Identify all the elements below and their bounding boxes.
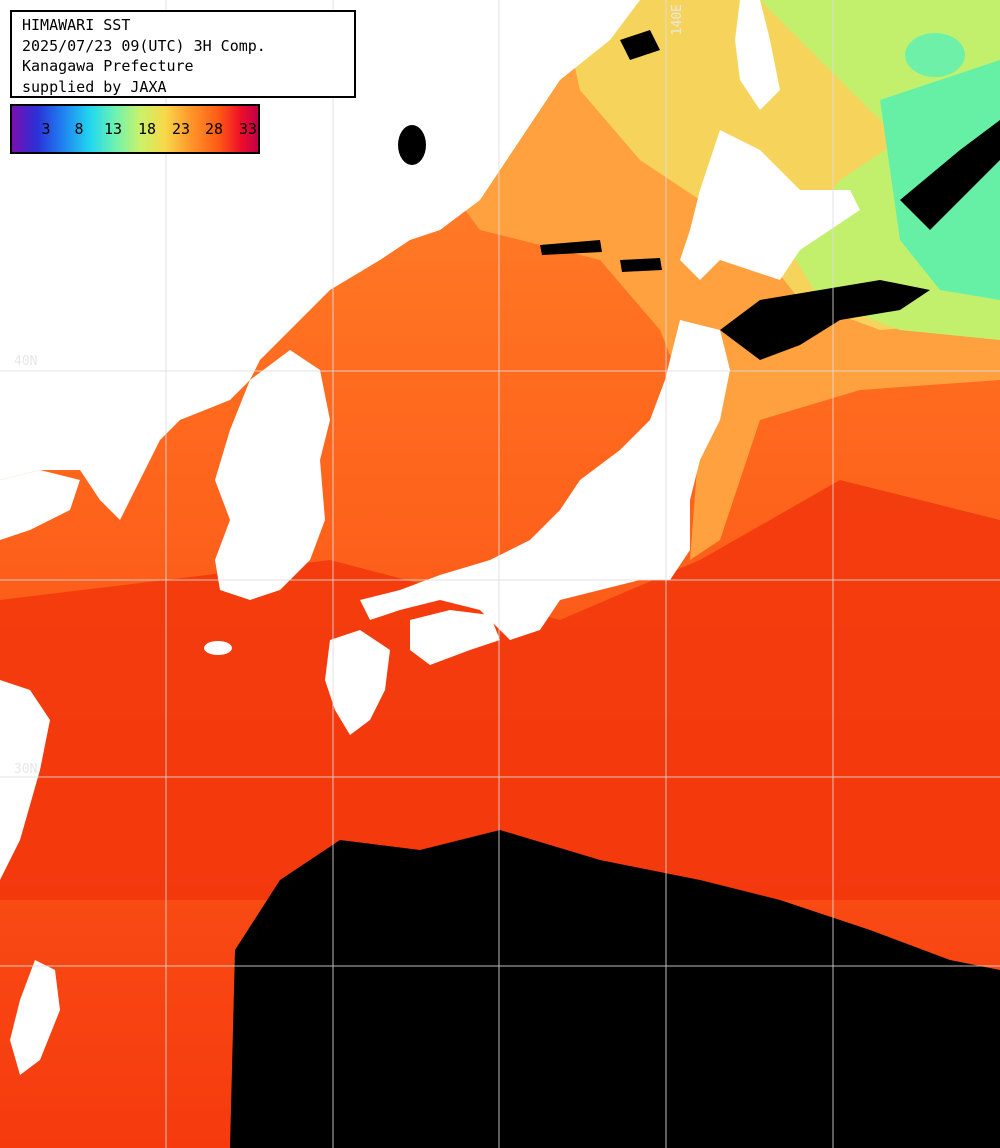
land-sakhalin bbox=[735, 0, 780, 110]
cloud-small-3 bbox=[620, 30, 660, 60]
cloud-small-2 bbox=[540, 240, 602, 255]
land-china-south bbox=[0, 680, 50, 880]
title-product: HIMAWARI SST bbox=[22, 16, 131, 34]
land-shikoku bbox=[410, 610, 500, 665]
land-taiwan bbox=[10, 960, 60, 1075]
colorbar-tick: 33 bbox=[238, 120, 258, 138]
longitude-label-140e: 140E bbox=[670, 4, 685, 36]
cloud-small-1 bbox=[620, 258, 662, 272]
cloud-northeast bbox=[720, 280, 930, 360]
colorbar-tick: 3 bbox=[41, 120, 51, 138]
cloud-north bbox=[900, 120, 1000, 230]
temperature-colorbar: 3 8 13 18 23 28 33 bbox=[10, 104, 260, 154]
title-credit: supplied by JAXA bbox=[22, 77, 167, 96]
map-title-box: HIMAWARI SST 2025/07/23 09(UTC) 3H Comp.… bbox=[10, 10, 356, 98]
colorbar-tick: 28 bbox=[204, 120, 224, 138]
land-jeju bbox=[204, 641, 232, 655]
land-island-black bbox=[398, 125, 426, 165]
title-datetime: 2025/07/23 09(UTC) 3H Comp. bbox=[22, 36, 266, 55]
land-korea bbox=[215, 350, 330, 600]
cloud-south bbox=[230, 830, 1000, 1148]
land-china-coast bbox=[0, 470, 80, 540]
colorbar-tick: 13 bbox=[103, 120, 123, 138]
title-organization: Kanagawa Prefecture bbox=[22, 57, 194, 75]
colorbar-tick: 18 bbox=[137, 120, 157, 138]
land-hokkaido bbox=[680, 130, 860, 280]
latitude-label-40n: 40N bbox=[14, 354, 38, 369]
colorbar-ticks: 3 8 13 18 23 28 33 bbox=[12, 120, 258, 140]
colorbar-tick: 23 bbox=[171, 120, 191, 138]
land-kyushu bbox=[325, 630, 390, 735]
latitude-label-30n: 30N bbox=[14, 762, 38, 777]
colorbar-tick: 8 bbox=[74, 120, 84, 138]
land-honshu bbox=[360, 320, 730, 640]
sea-cold-eddy bbox=[905, 33, 965, 77]
